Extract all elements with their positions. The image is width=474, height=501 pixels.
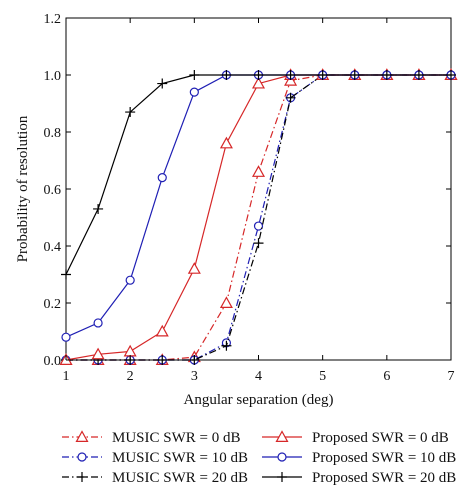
series-1: [59, 68, 458, 365]
data-point: [219, 136, 233, 149]
x-tick-label: 3: [191, 369, 198, 384]
data-point: [155, 324, 169, 337]
tick-layer: 1 2 3 4 5 6 7 0.0 0.2 0.4 0.6 0.8 1.0 1.2: [44, 12, 455, 384]
y-tick-label: 0.4: [44, 240, 62, 255]
data-point: [251, 165, 266, 177]
data-point: [91, 347, 105, 360]
legend-swatch-marker: [277, 452, 287, 462]
legend: MUSIC SWR = 0 dB MUSIC SWR = 10 dB MUSIC S…: [62, 430, 456, 486]
legend-label: MUSIC SWR = 10 dB: [112, 450, 248, 466]
x-tick-label: 4: [255, 369, 262, 384]
data-point: [285, 70, 296, 80]
legend-label: Proposed SWR = 10 dB: [312, 450, 456, 466]
legend-swatch-marker: [275, 430, 289, 442]
data-point: [251, 76, 266, 89]
series-4: [59, 68, 458, 365]
legend-label: MUSIC SWR = 20 dB: [112, 470, 248, 486]
data-point: [219, 296, 233, 308]
data-point: [187, 262, 201, 274]
legend-entry: Proposed SWR = 20 dB: [262, 470, 456, 486]
series-layer: [59, 68, 458, 365]
data-point: [125, 107, 136, 118]
legend-swatch-marker: [277, 472, 287, 482]
data-point: [253, 238, 264, 249]
legend-entry: Proposed SWR = 0 dB: [262, 430, 449, 446]
data-point: [253, 70, 264, 80]
series-line: [66, 74, 451, 361]
data-point: [221, 340, 232, 351]
x-tick-label: 1: [63, 369, 70, 384]
legend-entry: MUSIC SWR = 20 dB: [62, 470, 248, 486]
x-tick-label: 2: [127, 369, 134, 384]
data-point: [189, 87, 199, 97]
data-point: [284, 73, 298, 86]
data-point: [157, 355, 168, 365]
series-line: [66, 74, 451, 361]
x-axis-title: Angular separation (deg): [184, 392, 334, 408]
data-point: [93, 203, 104, 214]
y-tick-label: 0.2: [44, 297, 62, 312]
data-point: [189, 70, 200, 80]
data-point: [93, 318, 103, 328]
series-3: [61, 70, 456, 365]
data-point: [125, 275, 135, 285]
x-tick-label: 6: [383, 369, 390, 384]
y-tick-label: 0.0: [44, 354, 62, 369]
series-5: [61, 70, 456, 342]
legend-swatch-marker: [75, 430, 89, 442]
y-tick-label: 0.6: [44, 183, 62, 198]
series-line: [65, 74, 451, 338]
legend-label: Proposed SWR = 20 dB: [312, 470, 456, 486]
data-point: [253, 221, 264, 231]
data-point: [349, 70, 360, 80]
data-point: [157, 173, 167, 183]
series-2: [61, 70, 456, 365]
legend-swatch-marker: [77, 452, 87, 462]
legend-entry: MUSIC SWR = 10 dB: [62, 450, 248, 466]
data-point: [61, 332, 71, 342]
legend-swatch-marker: [77, 472, 87, 482]
plot-area: [65, 17, 452, 361]
data-point: [61, 269, 71, 280]
data-point: [285, 92, 296, 103]
series-line: [66, 74, 451, 361]
x-tick-label: 5: [319, 369, 326, 384]
data-point: [221, 70, 232, 80]
legend-entry: MUSIC SWR = 0 dB: [62, 430, 240, 446]
series-6: [61, 70, 456, 280]
data-point: [317, 70, 328, 80]
data-point: [381, 70, 392, 80]
data-point: [123, 344, 137, 357]
data-point: [157, 78, 168, 89]
y-tick-label: 1.0: [44, 69, 62, 84]
data-point: [413, 70, 424, 80]
series-line: [65, 74, 451, 361]
y-axis-title: Probability of resolution: [15, 115, 31, 262]
legend-label: Proposed SWR = 0 dB: [312, 430, 449, 446]
y-tick-label: 1.2: [44, 12, 62, 27]
legend-entry: Proposed SWR = 10 dB: [262, 450, 456, 466]
y-tick-label: 0.8: [44, 126, 62, 141]
x-tick-label: 7: [448, 369, 455, 384]
legend-label: MUSIC SWR = 0 dB: [112, 430, 240, 446]
